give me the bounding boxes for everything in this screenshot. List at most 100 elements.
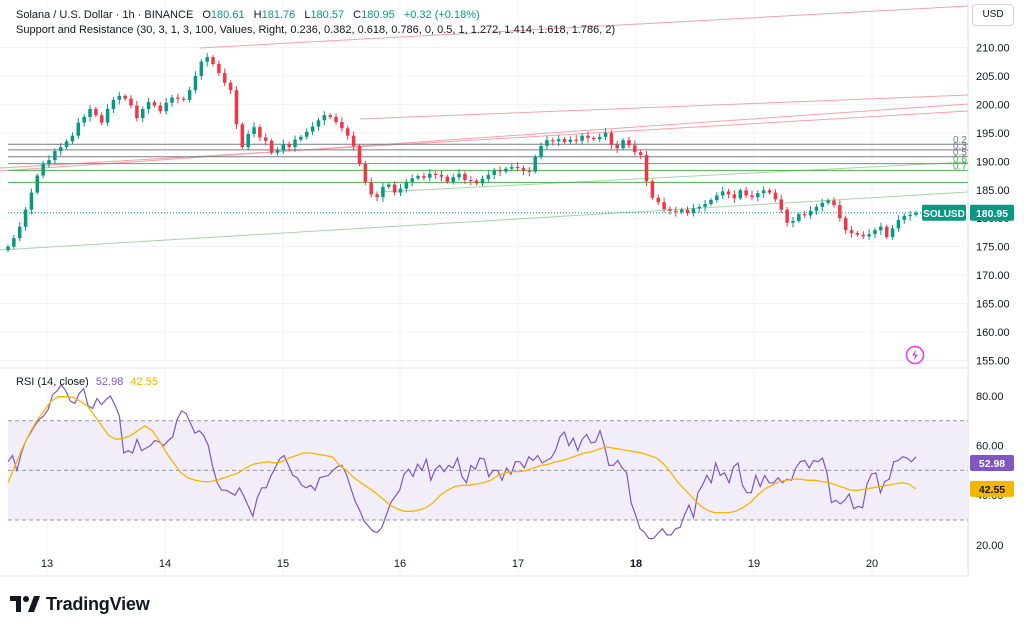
candle-body xyxy=(281,144,286,151)
candle-body xyxy=(814,206,819,211)
rsi-ma-badge-value: 42.55 xyxy=(979,484,1005,496)
candle-body xyxy=(64,141,69,148)
candle-body xyxy=(381,186,385,198)
candle-body xyxy=(521,168,526,171)
brand-name: TradingView xyxy=(46,593,150,614)
candle-body xyxy=(117,95,122,100)
candle-body xyxy=(252,127,256,134)
close-value: 180.95 xyxy=(361,9,395,21)
trend-line xyxy=(199,5,969,49)
price-tick-label: 205.00 xyxy=(976,71,1010,83)
candle-body xyxy=(486,174,491,179)
candle-body xyxy=(269,140,274,153)
candle-body xyxy=(474,180,479,184)
candle-body xyxy=(392,184,397,193)
candle-body xyxy=(861,234,866,237)
candle-body xyxy=(709,199,713,204)
high-value: 181.76 xyxy=(261,9,296,21)
candle-body xyxy=(12,238,16,247)
candle-body xyxy=(316,120,321,127)
candle-body xyxy=(562,139,567,142)
candle-body xyxy=(240,124,245,148)
time-tick-label: 17 xyxy=(512,558,524,570)
rsi-ma-value: 42.55 xyxy=(130,376,158,388)
candle-body xyxy=(287,144,291,148)
price-tick-label: 165.00 xyxy=(976,299,1010,311)
rsi-series-line xyxy=(7,396,917,514)
flash-icon[interactable] xyxy=(905,345,925,365)
candle-body xyxy=(867,234,871,237)
candle-body xyxy=(884,226,889,237)
trend-line xyxy=(379,161,969,193)
candle-body xyxy=(88,108,92,117)
candle-body xyxy=(457,173,461,178)
candle-body xyxy=(838,205,842,219)
rsi-series-line xyxy=(7,383,917,540)
price-badge-value: 180.95 xyxy=(976,208,1008,220)
candle-body xyxy=(129,98,133,106)
candle-body xyxy=(422,176,426,178)
candle-body xyxy=(123,95,127,99)
candle-body xyxy=(808,210,813,216)
candle-body xyxy=(761,190,766,194)
candle-body xyxy=(275,150,280,153)
time-tick-label: 20 xyxy=(866,558,878,570)
candle-body xyxy=(726,191,731,195)
candle-body xyxy=(732,194,737,199)
candle-body xyxy=(855,232,860,235)
time-tick-label: 18 xyxy=(630,558,642,570)
fib-level-label: 0.3 xyxy=(953,141,967,152)
candle-body xyxy=(170,97,174,103)
close-label: C xyxy=(353,9,362,21)
candle-body xyxy=(720,191,725,196)
price-tick-label: 160.00 xyxy=(976,327,1010,339)
indicator-legend[interactable]: Support and Resistance (30, 3, 1, 3, 100… xyxy=(16,24,616,36)
candle-body xyxy=(152,102,157,106)
candle-body xyxy=(29,192,34,210)
candle-body xyxy=(603,132,608,137)
currency-button[interactable]: USD xyxy=(972,4,1014,26)
candle-body xyxy=(70,135,75,142)
price-tick-label: 155.00 xyxy=(976,355,1010,367)
candle-body xyxy=(738,190,743,199)
candle-body xyxy=(263,137,268,141)
rsi-legend[interactable]: RSI (14, close) 52.98 42.55 xyxy=(16,376,158,388)
candle-body xyxy=(480,178,485,184)
low-label: L xyxy=(304,9,311,21)
price-tick-label: 210.00 xyxy=(976,43,1010,55)
candle-body xyxy=(99,115,104,123)
candle-body xyxy=(305,131,309,137)
price-tick-label: 195.00 xyxy=(976,128,1010,140)
candle-body xyxy=(908,214,912,216)
candle-body xyxy=(217,64,221,74)
candle-body xyxy=(539,145,543,157)
candle-body xyxy=(369,182,373,195)
candle-body xyxy=(662,202,666,210)
candle-body xyxy=(504,168,508,172)
candle-body xyxy=(41,164,45,176)
candle-body xyxy=(650,181,655,198)
candle-body xyxy=(574,139,578,141)
candle-body xyxy=(556,139,561,142)
candle-body xyxy=(756,193,760,198)
candle-body xyxy=(357,145,362,165)
candle-body xyxy=(111,99,116,109)
trend-line xyxy=(0,191,969,251)
candle-body xyxy=(832,200,836,206)
trend-line xyxy=(0,110,969,169)
candle-body xyxy=(416,176,420,179)
candle-body xyxy=(697,206,702,209)
candle-body xyxy=(498,170,502,172)
candle-body xyxy=(53,151,57,161)
candle-body xyxy=(849,230,854,233)
candle-body xyxy=(17,226,22,239)
price-tick-label: 200.00 xyxy=(976,99,1010,111)
brand-logo[interactable]: TradingView xyxy=(10,593,150,615)
rsi-ma-badge xyxy=(970,480,1014,497)
time-tick-label: 19 xyxy=(748,558,760,570)
price-badge xyxy=(970,204,1014,221)
candle-body xyxy=(299,136,303,140)
candle-body xyxy=(826,200,830,203)
candle-body xyxy=(404,181,409,189)
